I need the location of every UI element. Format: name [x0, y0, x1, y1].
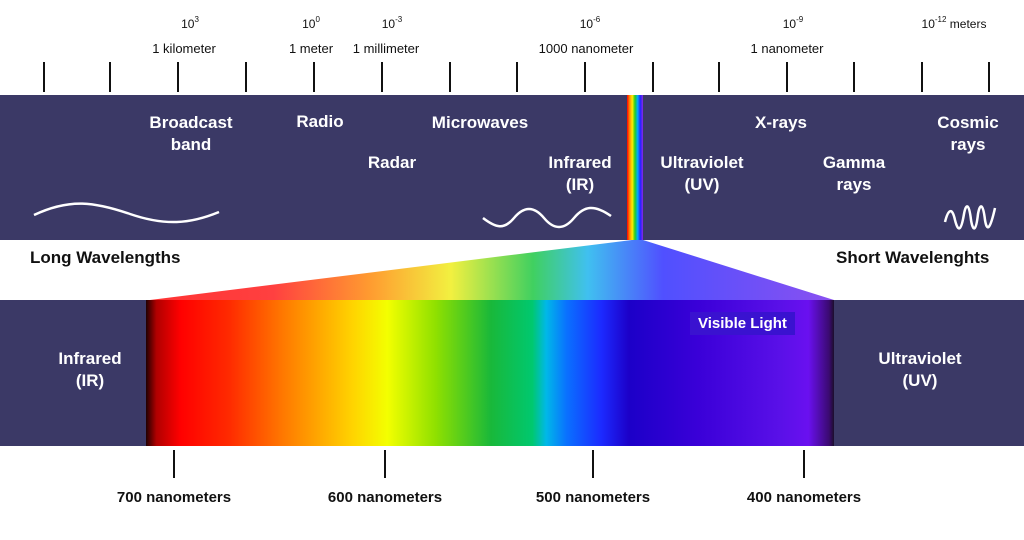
scale-exp-1e0: 100 — [302, 15, 320, 31]
infrared-band — [0, 300, 148, 446]
label-cosmic-rays: Cosmic rays — [937, 113, 999, 154]
label-xrays: X-rays — [755, 113, 807, 132]
ultraviolet-band — [834, 300, 1024, 446]
label-ultraviolet-top: Ultraviolet (UV) — [660, 153, 744, 194]
scale-label-millimeter: 1 millimeter — [352, 41, 420, 56]
scale-exp-1e-9: 10-9 — [782, 15, 804, 31]
short-wave-icon — [943, 205, 997, 230]
scale-tick — [988, 62, 990, 92]
label-visible-light: Visible Light — [690, 312, 795, 335]
scale-exp-1e-12: 10-12 meters — [921, 15, 987, 31]
scale-tick — [177, 62, 179, 92]
nanometer-tick — [173, 450, 175, 478]
scale-tick — [652, 62, 654, 92]
scale-tick — [43, 62, 45, 92]
scale-tick — [921, 62, 923, 92]
label-radio: Radio — [296, 112, 344, 131]
nanometer-tick — [384, 450, 386, 478]
label-infrared-top: Infrared (IR) — [548, 153, 612, 194]
label-400-nm: 400 nanometers — [746, 489, 862, 506]
scale-tick — [516, 62, 518, 92]
label-microwaves: Microwaves — [431, 113, 529, 132]
label-infrared-bottom: Infrared (IR) — [58, 349, 122, 390]
scale-exp-1e-6: 10-6 — [579, 15, 601, 31]
label-600-nm: 600 nanometers — [327, 489, 443, 506]
scale-exp-1e3: 103 — [181, 15, 199, 31]
em-spectrum-band — [0, 95, 1024, 240]
scale-tick — [584, 62, 586, 92]
medium-wave-icon — [482, 206, 612, 229]
label-broadcast-band: Broadcast band — [149, 113, 233, 154]
scale-label-nanometer: 1 nanometer — [750, 41, 824, 56]
scale-label-kilometer: 1 kilometer — [152, 41, 216, 56]
scale-tick — [109, 62, 111, 92]
label-700-nm: 700 nanometers — [116, 489, 232, 506]
label-ultraviolet-bottom: Ultraviolet (UV) — [878, 349, 962, 390]
scale-tick — [313, 62, 315, 92]
nanometer-tick — [803, 450, 805, 478]
label-short-wavelengths: Short Wavelenghts — [836, 248, 990, 267]
scale-tick — [786, 62, 788, 92]
label-gamma-rays: Gamma rays — [822, 153, 886, 194]
nanometer-tick — [592, 450, 594, 478]
scale-tick — [449, 62, 451, 92]
scale-tick — [718, 62, 720, 92]
label-500-nm: 500 nanometers — [535, 489, 651, 506]
visible-spectrum-strip — [627, 95, 643, 240]
scale-label-1000-nanometer: 1000 nanometer — [538, 41, 634, 56]
scale-tick — [245, 62, 247, 92]
label-radar: Radar — [367, 153, 417, 172]
scale-tick — [381, 62, 383, 92]
scale-label-meter: 1 meter — [288, 41, 334, 56]
scale-tick — [853, 62, 855, 92]
long-wave-icon — [33, 202, 220, 224]
scale-exp-1e-3: 10-3 — [381, 15, 403, 31]
label-long-wavelengths: Long Wavelengths — [30, 248, 181, 267]
